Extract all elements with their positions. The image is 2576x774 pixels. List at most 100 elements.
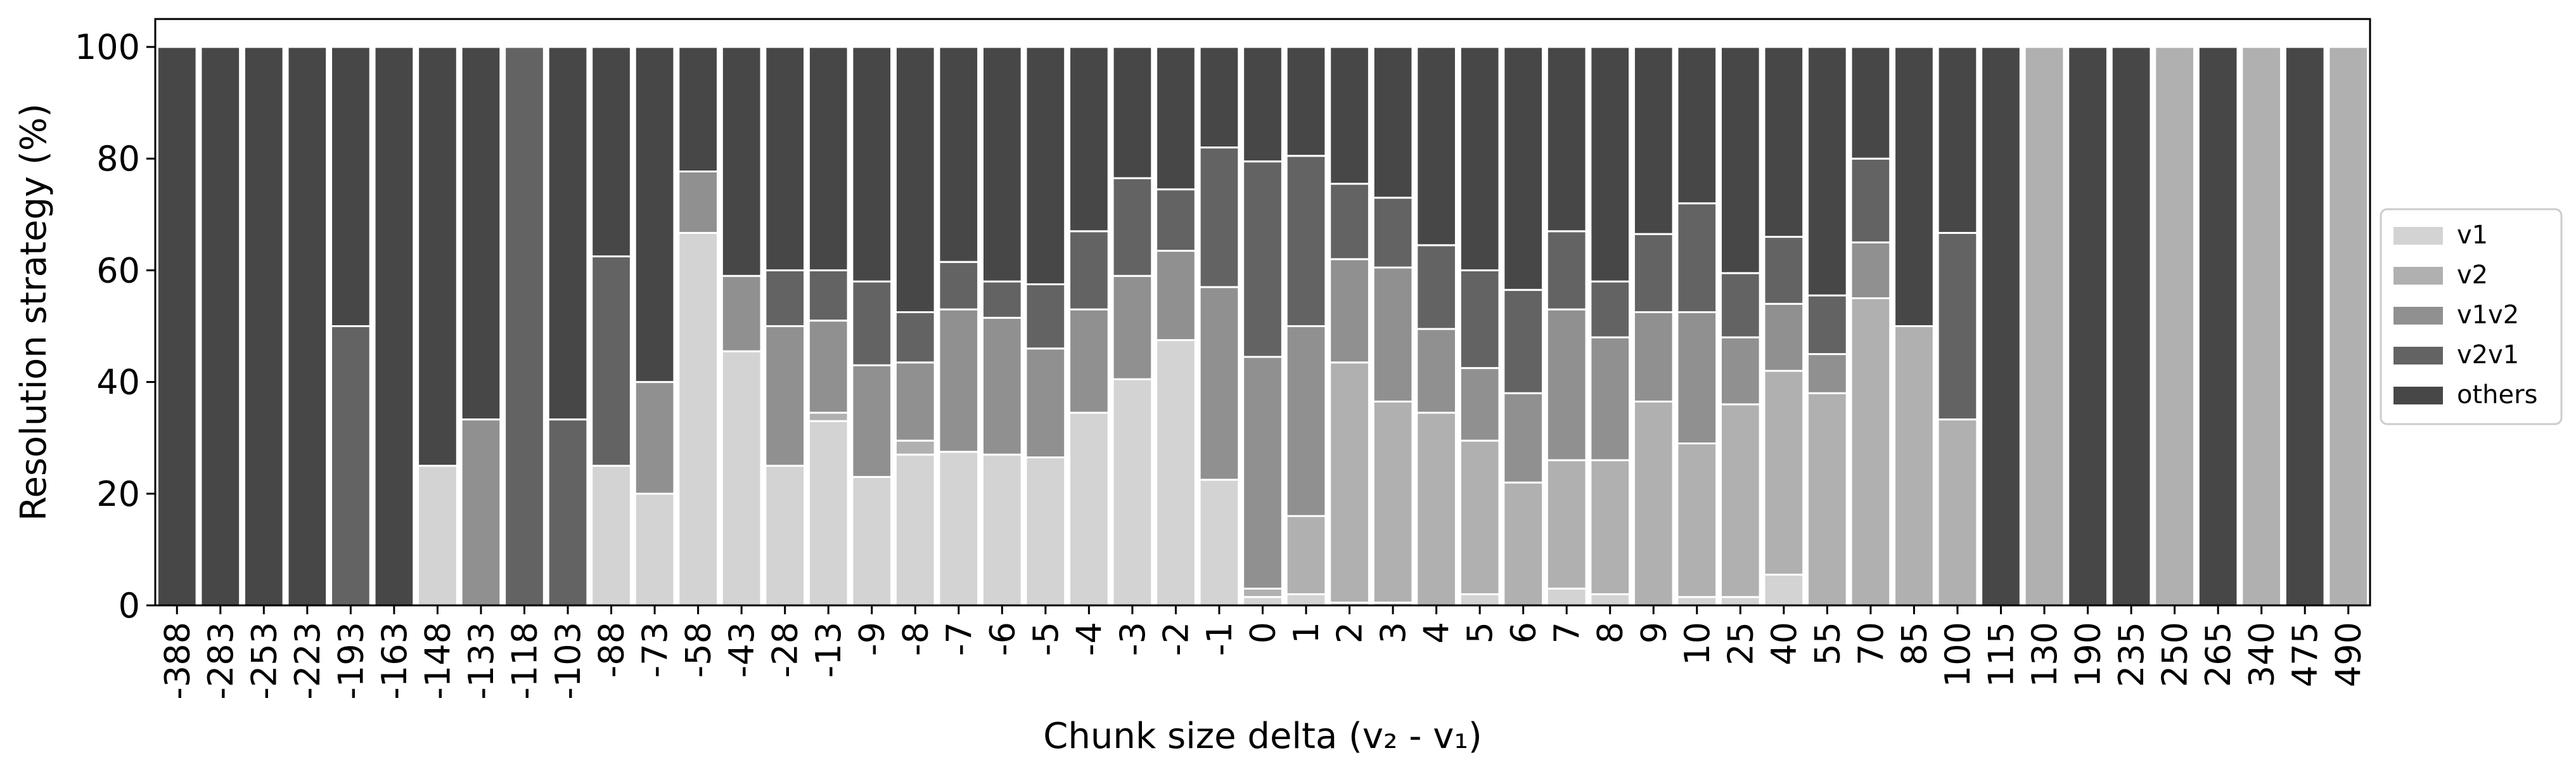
x-tick-label--103: -103 xyxy=(548,622,588,700)
y-tick-label-100: 100 xyxy=(75,27,140,67)
x-tick-label--133: -133 xyxy=(461,622,501,700)
x-tick-label--28: -28 xyxy=(766,622,805,678)
bar-segment-v2v1-3 xyxy=(1372,197,1414,269)
bar-segment-v2v1-40 xyxy=(1763,236,1805,305)
bar-segment-v2-0 xyxy=(1242,588,1283,598)
bar-segment-others--7 xyxy=(938,46,980,263)
bar-segment-others--388 xyxy=(156,46,198,607)
x-tick-label--8: -8 xyxy=(895,622,935,656)
bar-segment-v1--148 xyxy=(417,465,458,607)
bar-segment-v2-3 xyxy=(1372,400,1414,604)
bar-segment-v1v2-25 xyxy=(1719,336,1761,406)
legend-swatch-v2v1 xyxy=(2393,347,2443,364)
legend-label-v1: v1 xyxy=(2457,221,2488,250)
x-tick-label--6: -6 xyxy=(982,622,1022,656)
bar-segment-v1--28 xyxy=(764,465,806,607)
bar-segment-v2v1-5 xyxy=(1459,269,1501,370)
x-tick-label-6: 6 xyxy=(1504,622,1544,643)
bar-segment-v2v1--193 xyxy=(330,325,371,607)
bar-segment-v2v1--4 xyxy=(1068,230,1110,311)
bar-segment-others-70 xyxy=(1850,46,1892,160)
bar-segment-v1-40 xyxy=(1763,574,1805,607)
bar-segment-v1v2--13 xyxy=(807,319,849,414)
bar-segment-v1v2-9 xyxy=(1632,311,1674,403)
x-tick-label-8: 8 xyxy=(1591,622,1631,643)
bar-segment-v2--8 xyxy=(894,439,936,456)
bar-segment-v1v2--7 xyxy=(938,308,980,453)
bar-segment-v1--88 xyxy=(591,465,632,607)
bar-segment-v2-250 xyxy=(2154,46,2195,607)
x-tick-label-265: 265 xyxy=(2198,622,2238,687)
bar-segment-v1--1 xyxy=(1198,479,1240,607)
x-tick-label--2: -2 xyxy=(1156,622,1196,656)
x-tick-label--193: -193 xyxy=(331,622,371,700)
y-tick-label-40: 40 xyxy=(96,363,140,403)
legend-label-v1v2: v1v2 xyxy=(2457,300,2519,330)
bar-segment-others-6 xyxy=(1503,46,1544,291)
legend-label-others: others xyxy=(2457,380,2537,410)
x-tick-label--58: -58 xyxy=(679,622,719,678)
bar-segment-v2v1--13 xyxy=(807,269,849,322)
bar-segment-v1v2--1 xyxy=(1198,286,1240,481)
bar-segment-v2v1-100 xyxy=(1937,231,1978,421)
bar-segment-others-1 xyxy=(1285,46,1327,157)
x-axis: -388 -283 -253 -223 -193 -163 -148 -133 -118 -103… xyxy=(157,605,2369,700)
bar-segment-v2-85 xyxy=(1894,325,1935,607)
x-tick-label-190: 190 xyxy=(2068,622,2108,687)
x-tick-label--73: -73 xyxy=(635,622,675,678)
bar-segment-v1v2--28 xyxy=(764,325,806,467)
bar-segment-v2-340 xyxy=(2241,46,2283,607)
bar-segment-v1v2-4 xyxy=(1416,328,1457,414)
bar-segment-others-25 xyxy=(1719,46,1761,274)
bar-segment-v1v2-6 xyxy=(1503,392,1544,484)
bar-segment-v2v1-2 xyxy=(1329,183,1370,261)
bar-segment-v1-0 xyxy=(1242,596,1283,607)
bar-segment-others-40 xyxy=(1763,46,1805,238)
x-tick-label--283: -283 xyxy=(201,622,241,700)
x-tick-label-235: 235 xyxy=(2111,622,2151,687)
bar-segment-others-475 xyxy=(2284,46,2326,607)
bar-segment-v1--73 xyxy=(634,493,676,607)
bar-segment-others--133 xyxy=(460,46,502,421)
bar-segment-v1--8 xyxy=(894,453,936,607)
bar-segment-v2-130 xyxy=(2023,46,2065,607)
x-tick-label-70: 70 xyxy=(1851,622,1891,666)
bar-segment-others--8 xyxy=(894,46,936,314)
legend-swatch-v1v2 xyxy=(2393,307,2443,325)
bar-segment-v1--7 xyxy=(938,451,980,607)
legend-swatch-v1 xyxy=(2393,227,2443,245)
bar-segment-others--4 xyxy=(1068,46,1110,233)
bar-segment-v2v1--6 xyxy=(981,280,1023,319)
x-axis-title: Chunk size delta (v₂ - v₁) xyxy=(1043,716,1482,757)
x-tick-label-7: 7 xyxy=(1547,622,1587,643)
bar-segment-v2v1-9 xyxy=(1632,233,1674,313)
bar-segment-others--1 xyxy=(1198,46,1240,149)
bar-segment-v2v1-70 xyxy=(1850,157,1892,243)
x-tick-label--5: -5 xyxy=(1026,622,1066,656)
x-tick-label-9: 9 xyxy=(1634,622,1674,643)
bar-segment-v1-7 xyxy=(1546,588,1587,607)
bar-segment-v1v2-8 xyxy=(1589,336,1631,461)
x-tick-label-40: 40 xyxy=(1764,622,1804,666)
bar-segment-v1--43 xyxy=(721,350,762,607)
bar-segment-others--43 xyxy=(721,46,762,277)
x-tick-label--4: -4 xyxy=(1069,622,1109,656)
bar-segment-others--5 xyxy=(1025,46,1067,285)
bar-segment-v2-6 xyxy=(1503,481,1544,607)
bar-segment-v2v1--28 xyxy=(764,269,806,328)
bar-segment-others--163 xyxy=(373,46,415,607)
y-tick-label-60: 60 xyxy=(96,250,140,290)
x-tick-label-475: 475 xyxy=(2285,622,2325,687)
x-tick-label--88: -88 xyxy=(592,622,632,678)
x-tick-label-2: 2 xyxy=(1330,622,1370,643)
bars-layer xyxy=(156,46,2369,607)
bar-segment-others-10 xyxy=(1676,46,1718,205)
bar-segment-v1-8 xyxy=(1589,593,1631,607)
bar-segment-v2v1-8 xyxy=(1589,280,1631,339)
bar-segment-v2-10 xyxy=(1676,442,1718,598)
x-tick-label-25: 25 xyxy=(1721,622,1760,666)
bar-segment-v2v1--118 xyxy=(504,46,545,607)
bar-segment-others-3 xyxy=(1372,46,1414,199)
y-tick-label-20: 20 xyxy=(96,474,140,514)
